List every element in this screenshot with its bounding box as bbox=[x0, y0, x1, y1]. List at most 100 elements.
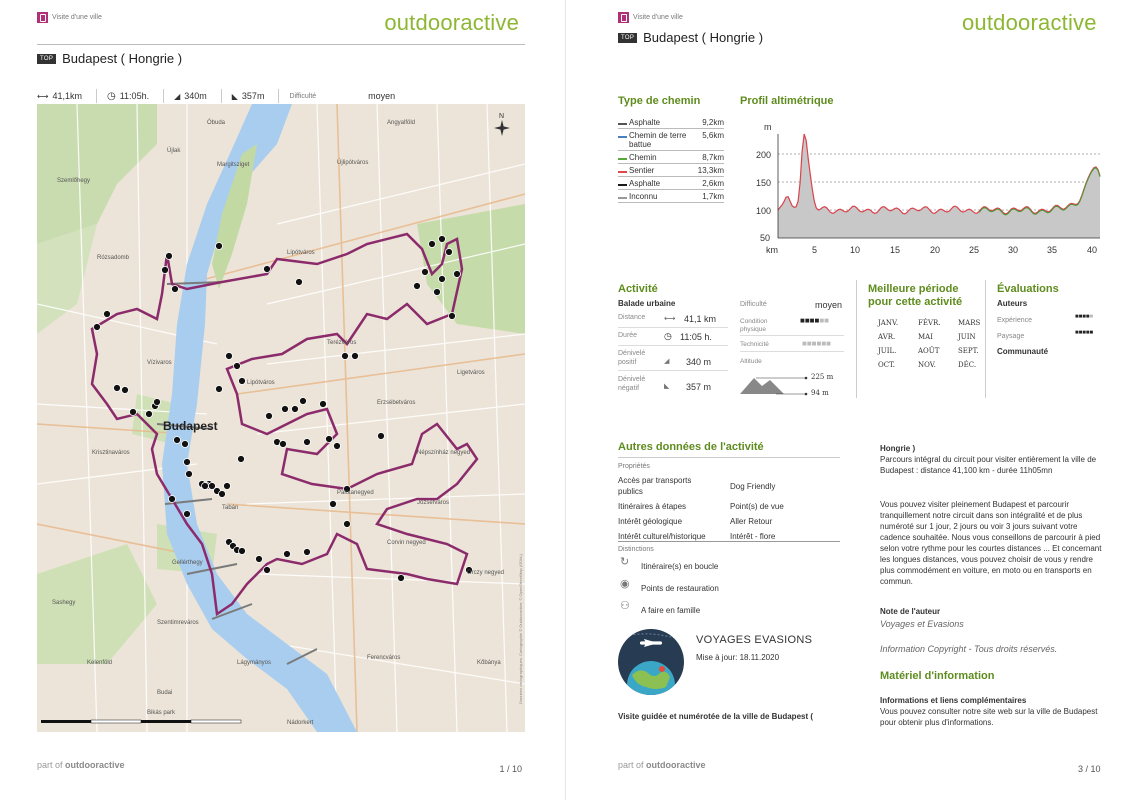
distinction-item: Points de restauration bbox=[641, 584, 719, 593]
month-label: MAI bbox=[918, 333, 933, 341]
svg-text:Orczy negyed: Orczy negyed bbox=[467, 570, 504, 576]
stat-descent: ◣ 357m bbox=[232, 89, 280, 103]
month-row: OCT. NOV. DÉC. bbox=[878, 361, 998, 369]
svg-text:Lipótváros: Lipótváros bbox=[287, 250, 315, 256]
svg-text:Lágymányos: Lágymányos bbox=[237, 660, 271, 666]
city-visit-icon bbox=[618, 12, 629, 23]
month-grid: JANV. FÉVR. MARS AVR. MAI JUIN JUIL. AOÛT SEPT. O… bbox=[878, 319, 998, 375]
x-tick: 35 bbox=[1047, 245, 1057, 255]
info-text: Vous pouvez consulter notre site web sur… bbox=[880, 707, 1098, 727]
difficulte-label: Difficulté bbox=[740, 301, 767, 308]
y-tick: 50 bbox=[760, 233, 770, 243]
y-tick: 100 bbox=[756, 206, 771, 216]
svg-text:Ferencváros: Ferencváros bbox=[367, 655, 400, 661]
route-map[interactable]: Budapest Terézváros Erzsébetváros József… bbox=[37, 104, 525, 732]
path-type-name: Asphalte bbox=[618, 179, 660, 188]
footer-part-label: part of bbox=[618, 760, 644, 770]
column-divider bbox=[856, 280, 857, 398]
property-item: Dog Friendly bbox=[730, 482, 776, 491]
svg-text:Sashegy: Sashegy bbox=[52, 600, 75, 606]
distinction-item: A faire en famille bbox=[641, 606, 701, 615]
tour-title-text: Budapest ( Hongrie ) bbox=[62, 51, 183, 66]
stat-difficulty: Difficulté moyen bbox=[289, 89, 409, 103]
top-badge: TOP bbox=[37, 53, 57, 64]
restaurant-icon: ◉ bbox=[620, 578, 630, 590]
path-type-swatch bbox=[618, 136, 627, 138]
page-gutter bbox=[565, 0, 575, 800]
distinctions-label: Distinctions bbox=[618, 546, 654, 553]
condition-rating: ■■■■■■ bbox=[800, 316, 829, 325]
month-row: AVR. MAI JUIN bbox=[878, 333, 998, 341]
category-label: Visite d'une ville bbox=[633, 14, 683, 21]
category-line-right: Visite d'une ville bbox=[618, 12, 683, 23]
descent-value: 357m bbox=[241, 91, 265, 101]
author-avatar bbox=[618, 629, 684, 695]
duration-value: 11:05h. bbox=[119, 91, 150, 101]
stat-duration: ◷ 11:05h. bbox=[107, 89, 165, 103]
elevation-profile-chart: m 200 150 100 50 km 5 10 15 20 25 30 35 … bbox=[756, 122, 1101, 255]
materiel-heading: Matériel d'information bbox=[880, 670, 995, 682]
alt-min: 94 m bbox=[811, 389, 829, 397]
technicite-rating: ■■■■■■ bbox=[802, 339, 831, 348]
family-icon: ⚇ bbox=[620, 600, 630, 612]
author-name[interactable]: VOYAGES EVASIONS bbox=[696, 634, 813, 646]
property-item: Intérêt - flore bbox=[730, 532, 776, 541]
svg-text:Gellérthegy: Gellérthegy bbox=[172, 560, 203, 566]
map-district-labels: Terézváros Erzsébetváros Józsefváros Fer… bbox=[52, 119, 504, 726]
ascent-icon: ◢ bbox=[174, 91, 181, 101]
month-label: AOÛT bbox=[918, 347, 940, 355]
stats-bar: ⟷ 41,1km ◷ 11:05h. ◢ 340m ◣ 357m Difficu… bbox=[37, 88, 525, 104]
footer-part-of: part of outdooractive bbox=[37, 760, 125, 770]
left-page: outdooractive Visite d'une ville TOP Bud… bbox=[0, 0, 565, 800]
info-heading: Informations et liens complémentaires bbox=[880, 696, 1027, 705]
experience-label: Expérience bbox=[997, 317, 1033, 324]
technicite-label: Technicité bbox=[740, 341, 769, 348]
header-divider bbox=[37, 44, 525, 45]
x-tick: 5 bbox=[812, 245, 817, 255]
path-type-label: Chemin de terre battue bbox=[629, 131, 687, 149]
month-label: OCT. bbox=[878, 361, 895, 369]
path-type-swatch bbox=[618, 158, 627, 160]
path-type-row: Chemin de terre battue 5,6km bbox=[618, 129, 724, 151]
difficulty-value: moyen bbox=[368, 91, 396, 101]
paysage-rating: ■■■■■ bbox=[1075, 330, 1094, 336]
property-item: Point(s) de vue bbox=[730, 502, 784, 511]
month-label: DÉC. bbox=[958, 361, 977, 369]
svg-text:Bikás park: Bikás park bbox=[147, 710, 176, 716]
clock-icon: ◷ bbox=[664, 331, 672, 341]
path-type-value: 5,6km bbox=[702, 131, 724, 140]
page-number: 1 / 10 bbox=[499, 764, 522, 774]
activite-row-ascent: Dénivelé positif bbox=[618, 349, 728, 371]
stat-ascent: ◢ 340m bbox=[174, 89, 222, 103]
svg-text:Palotanegyed: Palotanegyed bbox=[337, 490, 374, 496]
map-copyright: Données cartographiques: Cartographie © … bbox=[518, 553, 523, 704]
property-item: Aller Retour bbox=[730, 517, 773, 526]
distance-value: 41,1km bbox=[52, 91, 82, 101]
proprietes-label: Propriétés bbox=[618, 463, 650, 470]
main-roads bbox=[37, 104, 525, 732]
svg-text:Kelenföld: Kelenföld bbox=[87, 660, 112, 666]
periode-heading-1: Meilleure période bbox=[868, 283, 959, 295]
note-author: Voyages et Evasions bbox=[880, 619, 964, 629]
difficulte-value: moyen bbox=[815, 300, 843, 310]
distance-icon: ⟷ bbox=[664, 314, 676, 323]
waypoints bbox=[93, 235, 473, 582]
category-label: Visite d'une ville bbox=[52, 14, 102, 21]
svg-text:Józsefváros: Józsefváros bbox=[417, 500, 449, 506]
description-title: Hongrie ) bbox=[880, 444, 916, 453]
x-tick-labels: 5 10 15 20 25 30 35 40 bbox=[812, 245, 1097, 255]
row-label: Distance bbox=[618, 314, 646, 321]
row-value: 11:05 h. bbox=[680, 332, 712, 342]
path-type-value: 9,2km bbox=[702, 118, 724, 127]
top-badge: TOP bbox=[618, 32, 638, 43]
column-divider bbox=[985, 280, 986, 398]
activite-row-duree: Durée bbox=[618, 332, 728, 346]
svg-text:Lipótváros: Lipótváros bbox=[247, 380, 275, 386]
distance-icon: ⟷ bbox=[37, 91, 49, 101]
svg-text:Vízivaros: Vízivaros bbox=[147, 360, 172, 366]
brand-logo: outdooractive bbox=[384, 10, 519, 35]
park-area bbox=[37, 544, 157, 664]
svg-text:Rózsadomb: Rózsadomb bbox=[97, 255, 130, 261]
author-caption: Visite guidée et numérotée de la ville d… bbox=[618, 712, 814, 721]
path-type-row: Inconnu 1,7km bbox=[618, 190, 724, 203]
